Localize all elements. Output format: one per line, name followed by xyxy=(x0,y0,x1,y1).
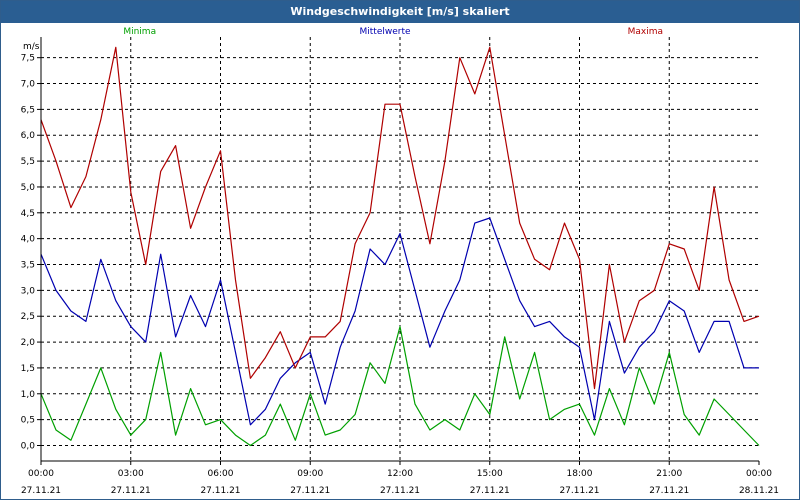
x-tick-date-label: 27.11.21 xyxy=(380,486,420,496)
legend-entry-mittelwerte: Mittelwerte xyxy=(360,27,411,37)
y-tick-label: 2,0 xyxy=(21,338,36,348)
x-tick-date-label: 27.11.21 xyxy=(21,486,61,496)
legend-entry-minima: Minima xyxy=(123,27,156,37)
chart-title: Windgeschwindigkeit [m/s] skaliert xyxy=(1,1,799,23)
x-tick-date-label: 27.11.21 xyxy=(649,486,689,496)
x-tick-time-label: 15:00 xyxy=(477,469,503,479)
x-tick-date-label: 27.11.21 xyxy=(200,486,240,496)
x-tick-time-label: 18:00 xyxy=(567,469,593,479)
data-series xyxy=(40,46,760,447)
series-line-maxima xyxy=(40,46,760,390)
x-tick-time-label: 12:00 xyxy=(387,469,413,479)
series-line-mittelwerte xyxy=(40,217,759,426)
series-line-minima xyxy=(40,326,760,447)
y-tick-label: 7,0 xyxy=(21,80,36,90)
x-tick-date-label: 27.11.21 xyxy=(470,486,510,496)
y-tick-label: 3,0 xyxy=(21,286,36,296)
x-tick-time-label: 00:00 xyxy=(28,469,54,479)
y-tick-label: 6,0 xyxy=(21,131,36,141)
x-tick-date-label: 27.11.21 xyxy=(111,486,151,496)
x-tick-date-label: 27.11.21 xyxy=(559,486,599,496)
y-tick-label: 0,5 xyxy=(21,416,35,426)
y-tick-label: 2,5 xyxy=(21,312,35,322)
x-tick-time-label: 03:00 xyxy=(118,469,144,479)
x-tick-time-label: 09:00 xyxy=(297,469,323,479)
y-tick-label: 5,5 xyxy=(21,157,35,167)
x-tick-time-label: 06:00 xyxy=(208,469,234,479)
y-tick-label: 3,5 xyxy=(21,261,35,271)
grid-lines xyxy=(41,37,759,461)
y-tick-label: 4,0 xyxy=(21,235,36,245)
y-tick-label: 1,5 xyxy=(21,364,35,374)
x-tick-date-label: 27.11.21 xyxy=(290,486,330,496)
y-tick-label: 1,0 xyxy=(21,390,36,400)
x-tick-time-label: 21:00 xyxy=(656,469,682,479)
x-tick-time-label: 00:00 xyxy=(746,469,772,479)
x-axis-ticks: 00:00 27.11.21 03:00 27.11.21 06:00 27.11.21 0… xyxy=(21,461,779,496)
legend-entry-maxima: Maxima xyxy=(628,27,663,37)
x-tick-date-label: 28.11.21 xyxy=(739,486,779,496)
y-tick-label: 7,5 xyxy=(21,54,35,64)
y-tick-label: 5,0 xyxy=(21,183,36,193)
y-axis-ticks: 0,0 0,5 1,0 1,5 2,0 2,5 3,0 3,5 4,0 4,5 5,0 5,5 6,0 6… xyxy=(21,54,41,451)
y-tick-label: 0,0 xyxy=(21,441,36,451)
y-axis-label: m/s xyxy=(23,42,40,52)
y-tick-label: 4,5 xyxy=(21,209,35,219)
legend: Minima Mittelwerte Maxima xyxy=(123,27,663,37)
y-tick-label: 6,5 xyxy=(21,105,35,115)
